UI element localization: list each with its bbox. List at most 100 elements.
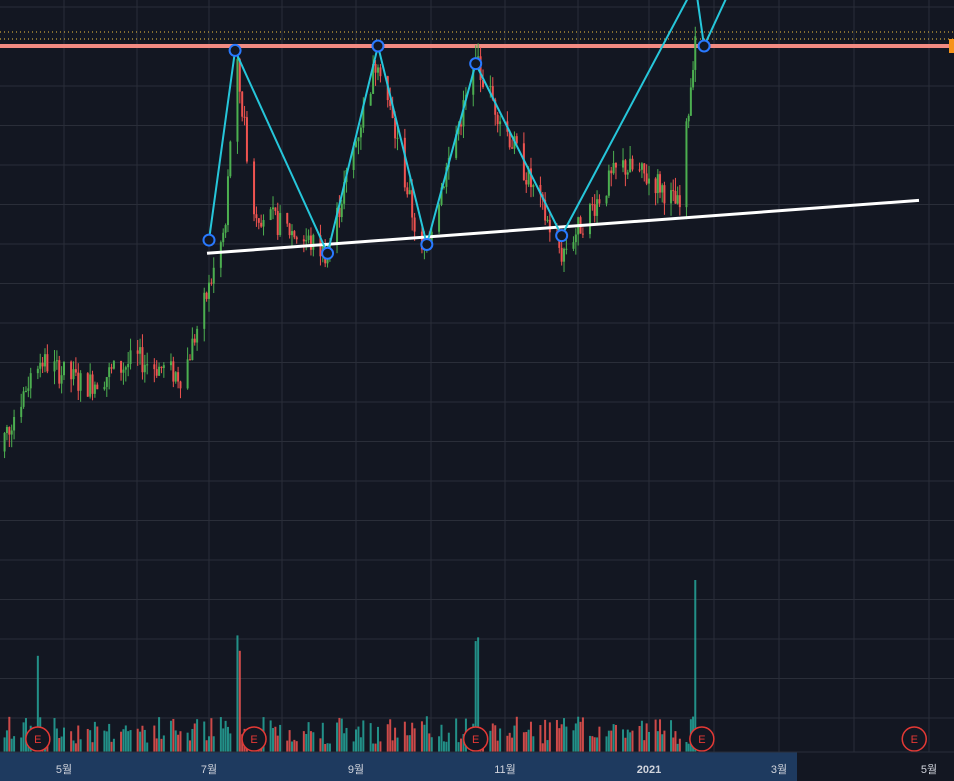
candle-body [638, 169, 641, 171]
grid [0, 0, 954, 752]
volume-bar [340, 718, 343, 752]
candle-body [260, 222, 263, 227]
earnings-marker[interactable]: E [462, 726, 489, 752]
candle-body [3, 432, 6, 452]
earnings-marker[interactable]: E [689, 726, 715, 752]
candle-body [499, 121, 502, 125]
candle-body [74, 369, 77, 373]
candle-body [672, 190, 675, 192]
volume-bar [447, 732, 450, 752]
candle-body [442, 186, 445, 188]
volume-bar [290, 741, 293, 752]
candle-body [572, 242, 575, 249]
candle-body [455, 134, 458, 158]
volume-bar [89, 730, 92, 752]
time-axis[interactable]: 5월 7월 9월 11월 2021 3월 5월 [0, 751, 954, 781]
volume-bar [670, 720, 673, 752]
earnings-label: E [34, 734, 41, 746]
candle-body [472, 66, 475, 95]
candle-body [288, 223, 291, 236]
resistance-zone [0, 31, 954, 53]
zigzag-line[interactable] [208, 0, 733, 257]
zigzag-point[interactable] [321, 246, 335, 260]
volume-bar [511, 737, 514, 752]
candle-body [55, 360, 58, 362]
volume-bar [86, 728, 89, 752]
volume-bar [222, 728, 225, 752]
candle-body [241, 91, 244, 117]
volume-bar [548, 722, 551, 752]
volume-bar [489, 730, 492, 752]
candle-body [605, 195, 608, 204]
candle-body [174, 372, 177, 382]
volume-bar [694, 580, 697, 752]
support-trendline[interactable] [206, 198, 920, 255]
earnings-circle[interactable] [901, 726, 927, 752]
candle-body [255, 214, 258, 219]
volume-bar [357, 726, 360, 752]
earnings-marker[interactable]: E [241, 726, 267, 752]
earnings-circle[interactable] [25, 726, 51, 752]
candle-body [670, 190, 673, 204]
volume-bar [413, 728, 416, 752]
earnings-circle[interactable] [241, 726, 267, 752]
candle-body [394, 118, 397, 139]
candle-body [413, 217, 416, 232]
volume-bar [79, 739, 82, 752]
support-line[interactable] [206, 198, 920, 255]
zigzag-point[interactable] [555, 229, 569, 243]
candlesticks [3, 26, 697, 459]
volume-bar [491, 723, 494, 752]
earnings-marker[interactable]: E [25, 726, 51, 752]
volume-bar [629, 732, 632, 752]
volume-bar [236, 635, 239, 752]
candle-body [676, 195, 679, 204]
zigzag-point[interactable] [697, 39, 711, 53]
volume-bar [355, 729, 357, 752]
volume-bar [55, 728, 58, 752]
volume-bar [319, 738, 322, 752]
zigzag-point[interactable] [469, 57, 483, 71]
candle-body [694, 36, 697, 70]
candle-body [312, 235, 315, 250]
volume-bar [687, 743, 690, 752]
volume-bar [394, 727, 397, 752]
candle-body [36, 368, 39, 374]
earnings-label: E [911, 734, 918, 746]
volume-bar [110, 741, 113, 752]
earnings-circle[interactable] [689, 726, 715, 752]
volume-bar [386, 724, 389, 752]
zigzag-point[interactable] [228, 43, 242, 57]
zigzag-point[interactable] [202, 233, 216, 247]
volume-bar [420, 721, 423, 752]
zigzag-point[interactable] [420, 237, 434, 251]
volume-bar [5, 730, 8, 752]
volume-bar [506, 735, 509, 752]
volume-bar [515, 716, 518, 752]
candle-body [29, 373, 32, 389]
zigzag-pattern[interactable] [202, 0, 733, 260]
volume-bar [527, 729, 530, 752]
earnings-marker[interactable]: E [901, 726, 927, 752]
volume-bar [93, 721, 96, 752]
volume-bar [460, 738, 463, 752]
volume-bar [274, 726, 277, 752]
volume-bar [326, 743, 329, 752]
candle-body [243, 116, 246, 118]
volume-bar [158, 717, 161, 752]
zigzag-point[interactable] [371, 39, 385, 53]
earnings-circle[interactable] [462, 726, 489, 752]
candle-body [622, 160, 625, 168]
candle-body [262, 220, 265, 227]
candle-body [124, 367, 127, 370]
volume-bar [238, 650, 241, 752]
time-axis-selection[interactable] [0, 752, 797, 781]
candle-body [236, 59, 239, 142]
candle-body [607, 170, 610, 196]
volume-bar [423, 724, 426, 752]
candle-body [674, 190, 677, 204]
volume-bar [631, 730, 634, 752]
